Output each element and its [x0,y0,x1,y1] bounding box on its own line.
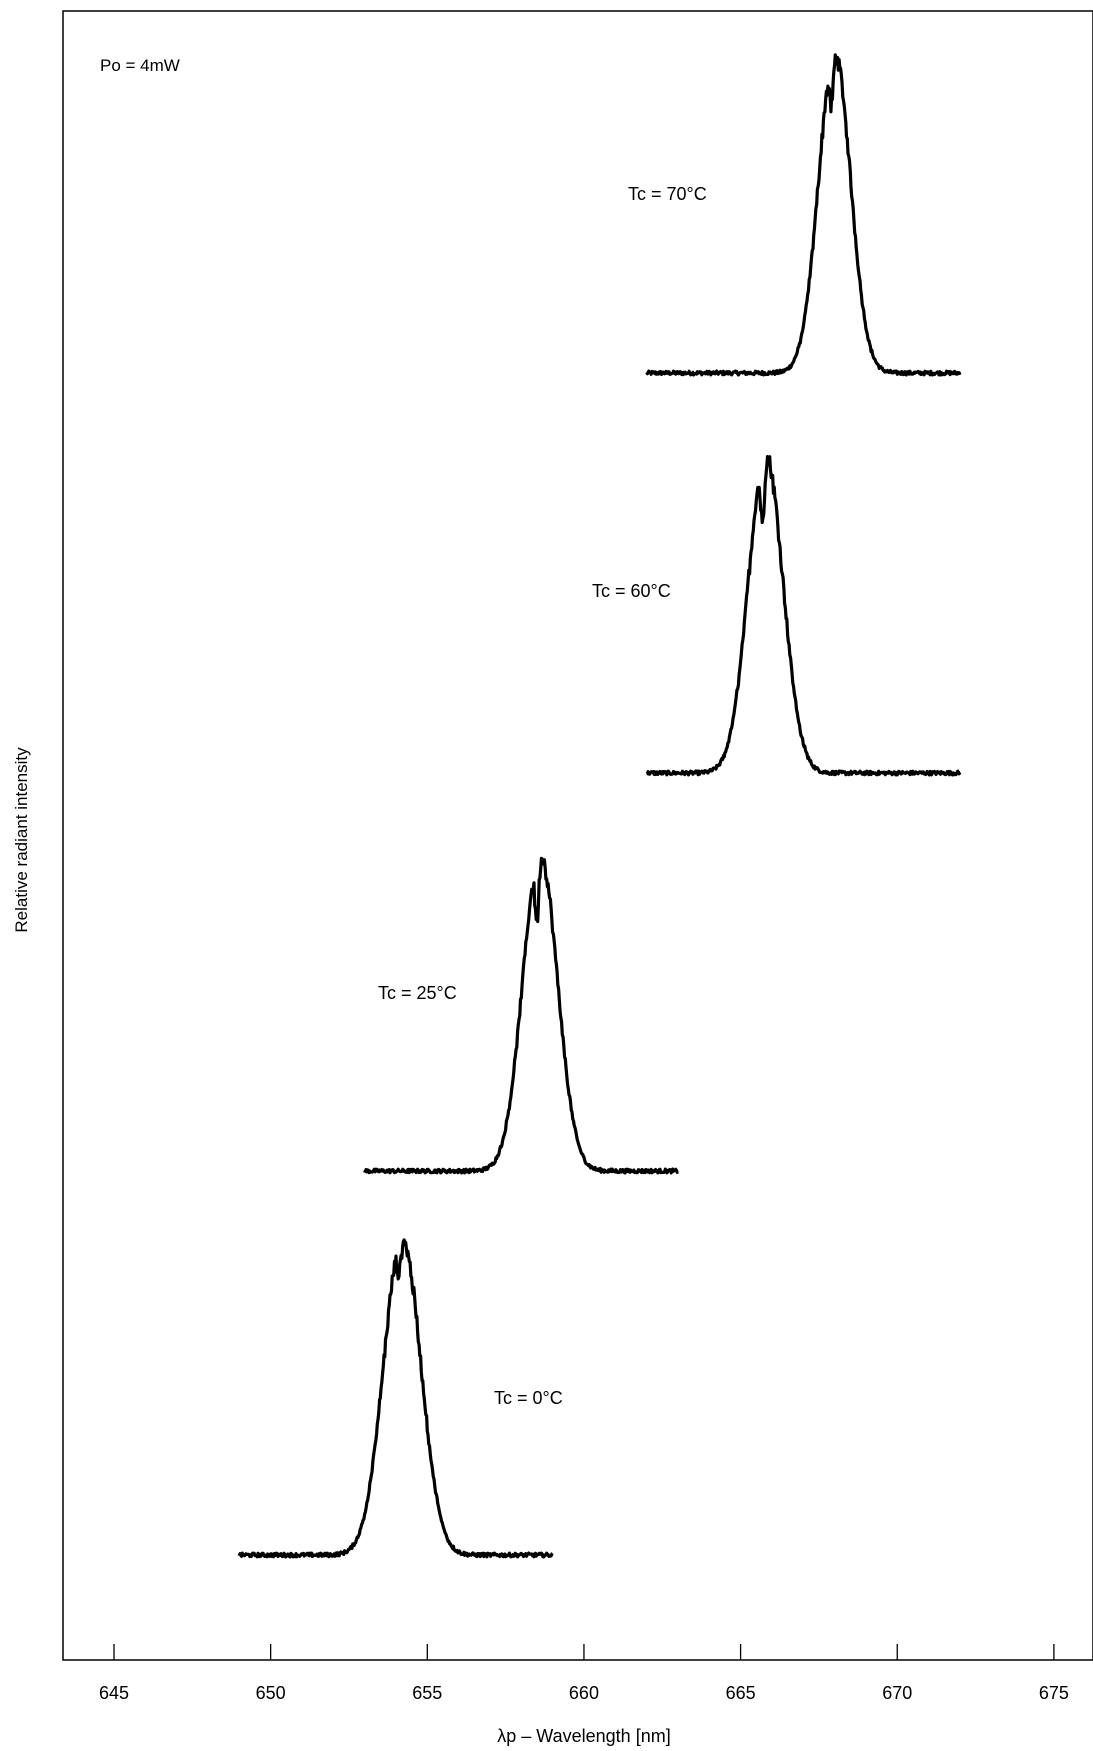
x-tick-label-665: 665 [726,1683,756,1703]
annotation-po: Po = 4mW [100,56,180,75]
x-axis-ticks: 645 650 655 660 665 670 675 [99,1644,1069,1703]
x-axis-label: λp – Wavelength [nm] [497,1726,670,1746]
spectra-curves [237,53,962,1559]
spectrum-series-3 [237,1238,554,1559]
spectrum-series-0 [645,53,962,377]
x-tick-label-650: 650 [256,1683,286,1703]
x-tick-label-670: 670 [882,1683,912,1703]
spectrum-series-1 [645,455,962,777]
spectrum-series-2 [363,856,679,1175]
x-tick-label-645: 645 [99,1683,129,1703]
label-tc-25: Tc = 25°C [378,983,457,1003]
y-axis-label: Relative radiant intensity [12,747,31,933]
x-tick-label-655: 655 [412,1683,442,1703]
label-tc-60: Tc = 60°C [592,581,671,601]
plot-frame [62,10,1093,1661]
x-tick-label-660: 660 [569,1683,599,1703]
x-tick-label-675: 675 [1039,1683,1069,1703]
label-tc-70: Tc = 70°C [628,184,707,204]
label-tc-0: Tc = 0°C [494,1388,563,1408]
